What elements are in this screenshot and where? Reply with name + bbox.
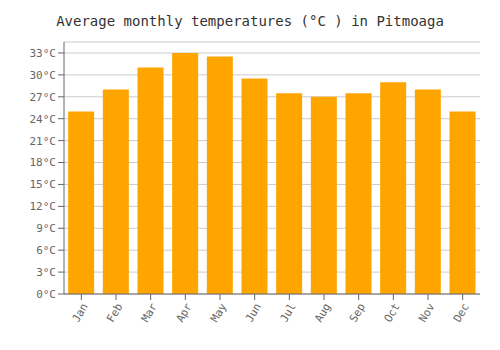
- svg-text:Jul: Jul: [277, 301, 298, 325]
- svg-text:24°C: 24°C: [30, 113, 57, 126]
- svg-text:18°C: 18°C: [30, 156, 57, 169]
- svg-text:Dec: Dec: [451, 301, 472, 325]
- svg-text:3°C: 3°C: [36, 266, 56, 279]
- html-text:Average monthly temperatures (: Average monthly temperatures (°C ) in Pi…: [56, 13, 444, 29]
- svg-text:6°C: 6°C: [36, 244, 56, 257]
- svg-text:Aug: Aug: [312, 301, 333, 325]
- svg-text:33°C: 33°C: [30, 47, 57, 60]
- svg-text:May: May: [208, 301, 229, 325]
- svg-text:0°C: 0°C: [36, 288, 56, 301]
- svg-text:Jan: Jan: [69, 301, 90, 325]
- svg-text:21°C: 21°C: [30, 135, 57, 148]
- svg-text:Sep: Sep: [347, 301, 368, 325]
- svg-text:30°C: 30°C: [30, 69, 57, 82]
- svg-text:Feb: Feb: [104, 301, 125, 325]
- svg-text:Mar: Mar: [139, 301, 160, 325]
- svg-text:9°C: 9°C: [36, 222, 56, 235]
- svg-text:Apr: Apr: [173, 301, 194, 325]
- svg-text:12°C: 12°C: [30, 200, 57, 213]
- svg-text:Jun: Jun: [243, 301, 264, 325]
- svg-text:15°C: 15°C: [30, 178, 57, 191]
- svg-text:Oct: Oct: [381, 301, 402, 325]
- svg-text:Nov: Nov: [416, 301, 437, 325]
- svg-text:27°C: 27°C: [30, 91, 57, 104]
